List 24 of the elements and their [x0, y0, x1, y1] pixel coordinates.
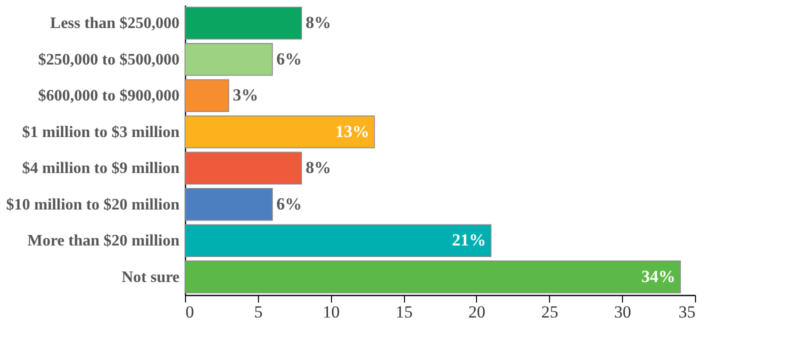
y-tick-label: Less than $250,000 [50, 15, 180, 32]
x-tick-label: 35 [678, 302, 696, 322]
x-tick-label: 20 [468, 302, 486, 322]
x-tick-label: 0 [186, 302, 194, 322]
data-label: 6% [276, 194, 302, 214]
data-label: 3% [232, 86, 258, 105]
x-tick-label: 10 [322, 302, 340, 322]
data-label: 8% [306, 158, 332, 178]
data-label: 34% [641, 266, 676, 286]
y-tick-label: $1 million to $3 million [22, 124, 180, 141]
x-tick-label: 30 [614, 302, 632, 322]
x-tick-label: 5 [254, 302, 263, 322]
x-tick-label: 15 [396, 302, 413, 322]
y-tick-label: $600,000 to $900,000 [38, 88, 180, 105]
y-tick-label: Not sure [122, 268, 180, 286]
data-label: 8% [306, 13, 332, 32]
data-label: 13% [335, 122, 370, 141]
y-tick-label: $4 million to $9 million [22, 160, 180, 178]
y-tick-label: $10 million to $20 million [6, 196, 180, 214]
y-tick-label: More than $20 million [27, 232, 180, 250]
data-label: 21% [452, 230, 486, 250]
x-tick-label: 25 [541, 302, 558, 322]
data-label: 6% [276, 49, 302, 68]
y-tick-label: $250,000 to $500,000 [38, 51, 180, 68]
